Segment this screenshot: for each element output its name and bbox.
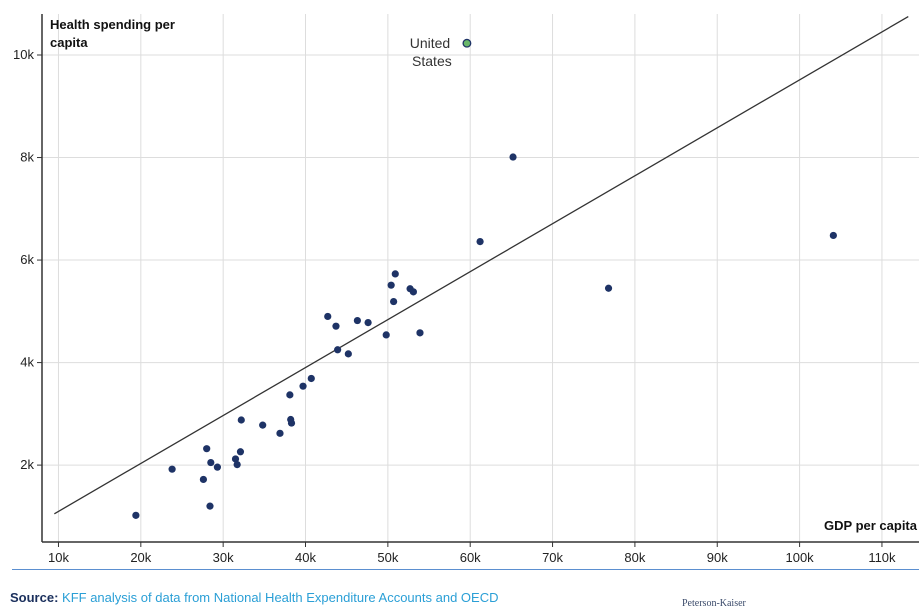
data-point-25 [382,331,390,339]
source-note: Source: KFF analysis of data from Nation… [10,590,498,606]
data-point-35 [829,231,837,240]
data-point-14 [286,391,294,399]
data-point-30 [409,288,417,296]
data-point-12 [259,421,267,429]
data-point-2 [168,465,176,473]
united-states-label-line-2: States [412,53,452,69]
data-point-19 [324,312,332,321]
data-point-7 [213,463,221,471]
data-point-33 [509,153,517,161]
x-tick-label-60k: 60k [460,550,481,565]
data-point-3 [199,475,208,484]
data-point-13 [276,429,284,437]
data-point-6 [207,458,215,467]
brand-logo-text: Peterson-Kaiser [682,598,746,609]
data-point-1 [132,511,140,519]
data-point-24 [364,318,372,327]
data-point-28 [391,270,399,278]
x-axis-title: GDP per capita [824,518,918,533]
y-tick-label-6k: 6k [20,252,34,267]
data-point-21 [334,346,342,354]
united-states-label: United States [410,35,454,69]
data-point-16 [287,419,296,427]
data-point-23 [353,316,361,325]
data-points [132,153,837,519]
x-tick-label-110k: 110k [868,550,896,565]
x-tick-label-70k: 70k [542,550,563,565]
united-states-label-line-1: United [410,35,450,51]
data-point-31 [416,329,424,337]
data-point-11 [237,416,245,424]
x-tick-label-100k: 100k [785,550,814,565]
data-point-17 [299,382,307,390]
grid-lines [42,14,919,542]
x-tick-label-20k: 20k [130,550,151,565]
data-point-9 [233,460,241,469]
trend-line [54,16,909,515]
data-point-20 [332,322,340,330]
data-point-26 [387,281,395,289]
x-tick-label-10k: 10k [48,550,69,565]
y-axis-title-line-1: Health spending per [50,17,175,32]
data-point-18 [307,374,315,383]
y-tick-label-8k: 8k [20,150,34,165]
data-point-34 [604,284,613,292]
x-tick-label-50k: 50k [377,550,398,565]
data-point-32 [476,238,484,246]
y-tick-label-10k: 10k [13,47,34,62]
y-axis-ticks: 2k 4k 6k 8k 10k [13,47,42,472]
y-axis-title-line-2: capita [50,35,88,50]
y-tick-label-2k: 2k [20,457,34,472]
data-point-5 [206,502,214,510]
x-tick-label-80k: 80k [624,550,645,565]
data-point-10 [236,448,245,456]
source-prefix: Source: [10,590,59,605]
data-point-8 [231,455,240,463]
data-point-22 [344,350,352,358]
source-link[interactable]: KFF analysis of data from National Healt… [62,590,499,605]
data-point-27 [390,297,398,306]
x-axis-ticks: 10k 20k 30k 40k 50k 60k 70k 80k 90k 100k 110k [48,542,896,565]
united-states-point [462,38,472,48]
footer-divider [12,569,919,570]
x-tick-label-90k: 90k [707,550,728,565]
data-point-4 [203,445,211,453]
x-tick-label-30k: 30k [213,550,234,565]
x-tick-label-40k: 40k [295,550,316,565]
y-tick-label-4k: 4k [20,355,34,370]
